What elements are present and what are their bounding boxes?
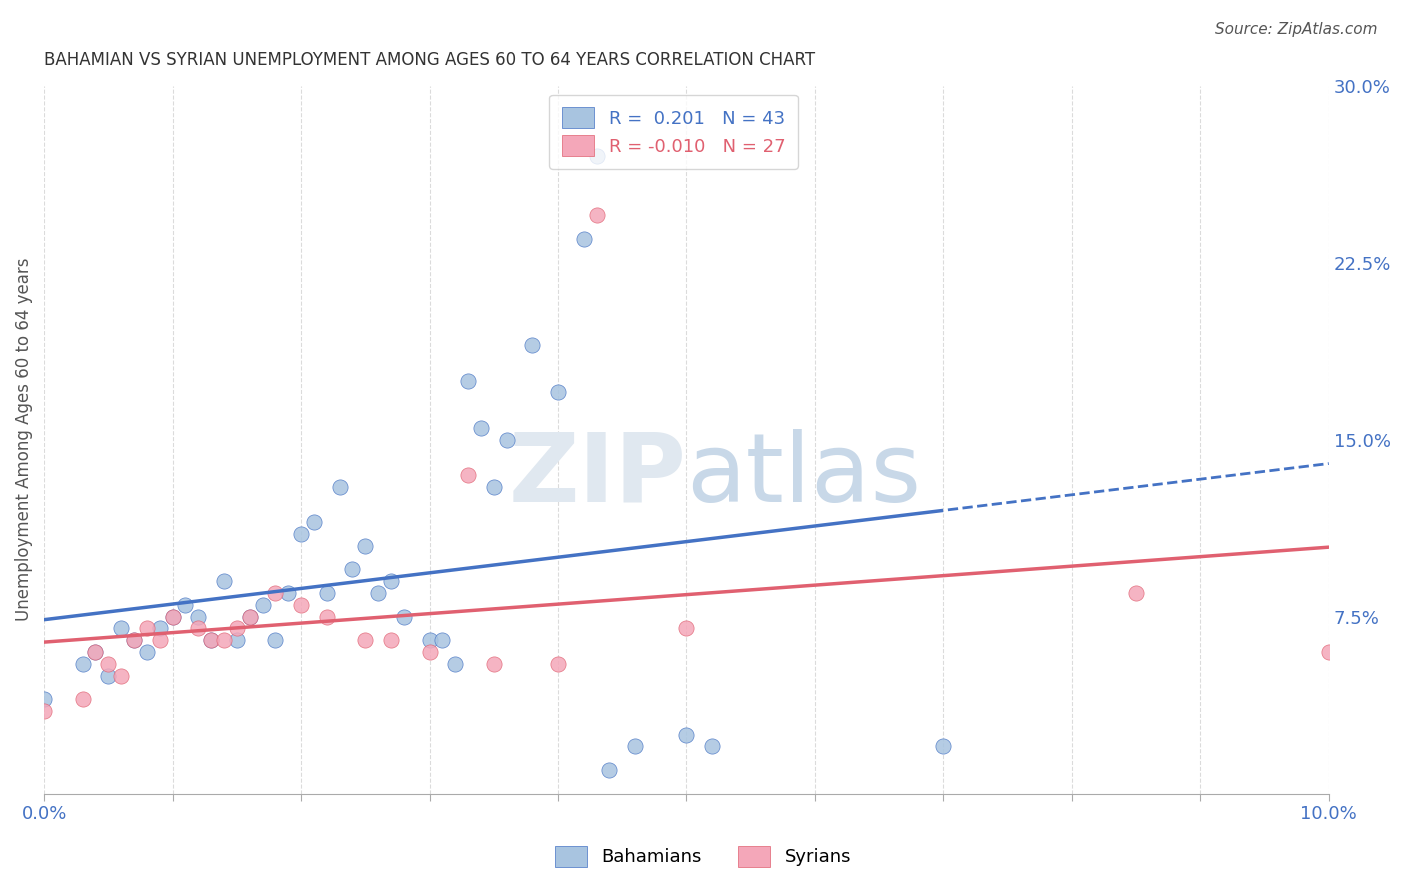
Point [418,645,440,659]
Point [444,657,467,671]
Point [212,574,235,589]
Legend: Bahamians, Syrians: Bahamians, Syrians [547,838,859,874]
Point [624,739,647,754]
Point [1125,586,1147,600]
Point [700,739,723,754]
Point [290,527,312,541]
Point [380,633,402,648]
Point [84,645,107,659]
Point [367,586,389,600]
Point [354,633,377,648]
Text: BAHAMIAN VS SYRIAN UNEMPLOYMENT AMONG AGES 60 TO 64 YEARS CORRELATION CHART: BAHAMIAN VS SYRIAN UNEMPLOYMENT AMONG AG… [44,51,815,69]
Point [598,763,620,777]
Point [290,598,312,612]
Point [135,622,157,636]
Point [122,633,145,648]
Point [149,633,172,648]
Point [264,586,287,600]
Point [495,433,517,447]
Point [329,480,352,494]
Point [110,622,132,636]
Point [342,562,364,576]
Point [315,609,337,624]
Point [457,468,479,483]
Point [225,633,247,648]
Point [470,421,492,435]
Point [135,645,157,659]
Point [302,515,325,529]
Point [149,622,172,636]
Point [32,692,55,706]
Point [457,374,479,388]
Point [547,657,569,671]
Text: Source: ZipAtlas.com: Source: ZipAtlas.com [1215,22,1378,37]
Point [1317,645,1340,659]
Point [97,657,120,671]
Point [547,385,569,400]
Point [675,728,697,742]
Point [72,657,94,671]
Point [932,739,955,754]
Point [239,609,262,624]
Point [354,539,377,553]
Point [162,609,184,624]
Point [482,480,505,494]
Point [187,622,209,636]
Point [392,609,415,624]
Point [585,208,607,222]
Point [187,609,209,624]
Point [162,609,184,624]
Point [522,338,544,352]
Point [239,609,262,624]
Point [122,633,145,648]
Point [482,657,505,671]
Point [110,668,132,682]
Point [200,633,222,648]
Point [277,586,299,600]
Text: atlas: atlas [686,428,921,522]
Y-axis label: Unemployment Among Ages 60 to 64 years: Unemployment Among Ages 60 to 64 years [15,258,32,622]
Point [418,633,440,648]
Point [315,586,337,600]
Point [174,598,197,612]
Point [572,232,595,246]
Point [84,645,107,659]
Point [200,633,222,648]
Point [252,598,274,612]
Point [225,622,247,636]
Text: ZIP: ZIP [509,428,686,522]
Point [432,633,454,648]
Legend: R =  0.201   N = 43, R = -0.010   N = 27: R = 0.201 N = 43, R = -0.010 N = 27 [550,95,799,169]
Point [32,704,55,718]
Point [675,622,697,636]
Point [264,633,287,648]
Point [380,574,402,589]
Point [97,668,120,682]
Point [72,692,94,706]
Point [585,149,607,163]
Point [212,633,235,648]
